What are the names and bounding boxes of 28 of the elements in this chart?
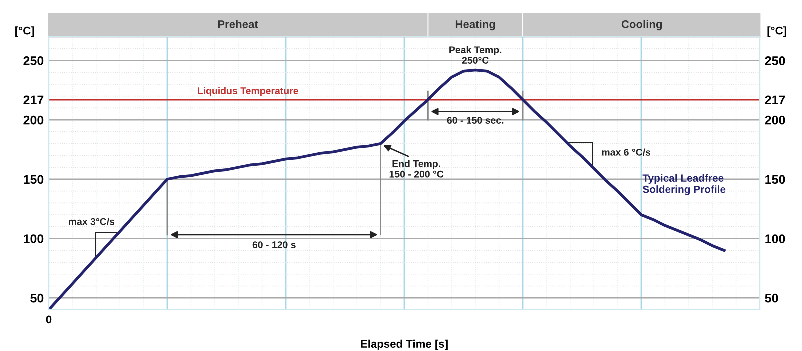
annotation: max 6 °C/s xyxy=(602,148,651,156)
y-tick-label: 200 xyxy=(24,116,44,125)
y-tick-label: 217 xyxy=(24,96,44,104)
annotation: End Temp. 150 - 200 °C xyxy=(390,160,444,178)
y-tick-label: 150 xyxy=(24,175,44,184)
y2-tick-label: 200 xyxy=(765,116,786,125)
y-tick-label: 100 xyxy=(24,234,44,244)
series-label: Typical Leadfree Soldering Profile xyxy=(642,174,726,196)
annotation: Peak Temp. 250°C xyxy=(450,46,502,64)
annotation: 60 - 120 s xyxy=(252,242,296,248)
text: Preheat xyxy=(218,20,258,28)
y2-tick-label: 100 xyxy=(766,234,786,244)
y-axis-title: [°C] xyxy=(16,26,34,37)
y2-tick-label: 50 xyxy=(765,294,778,303)
y-tick-label: 250 xyxy=(24,56,44,66)
y2-axis-title: [°C] xyxy=(768,26,786,37)
text: Cooling xyxy=(622,20,662,31)
y2-tick-label: 250 xyxy=(765,56,786,66)
y2-tick-label: 150 xyxy=(766,175,786,184)
text: Heating xyxy=(456,20,496,31)
annotation: max 3°C/s xyxy=(69,218,115,226)
text: 0 xyxy=(46,316,52,324)
x-axis-title: Elapsed Time [s] xyxy=(361,340,448,350)
y-tick-label: 50 xyxy=(30,294,44,303)
annotation: 60 - 150 sec. xyxy=(447,117,504,124)
y2-tick-label: 217 xyxy=(765,96,786,104)
ref-line-label: Liquidus Temperature xyxy=(198,87,298,96)
line-series xyxy=(49,68,726,310)
